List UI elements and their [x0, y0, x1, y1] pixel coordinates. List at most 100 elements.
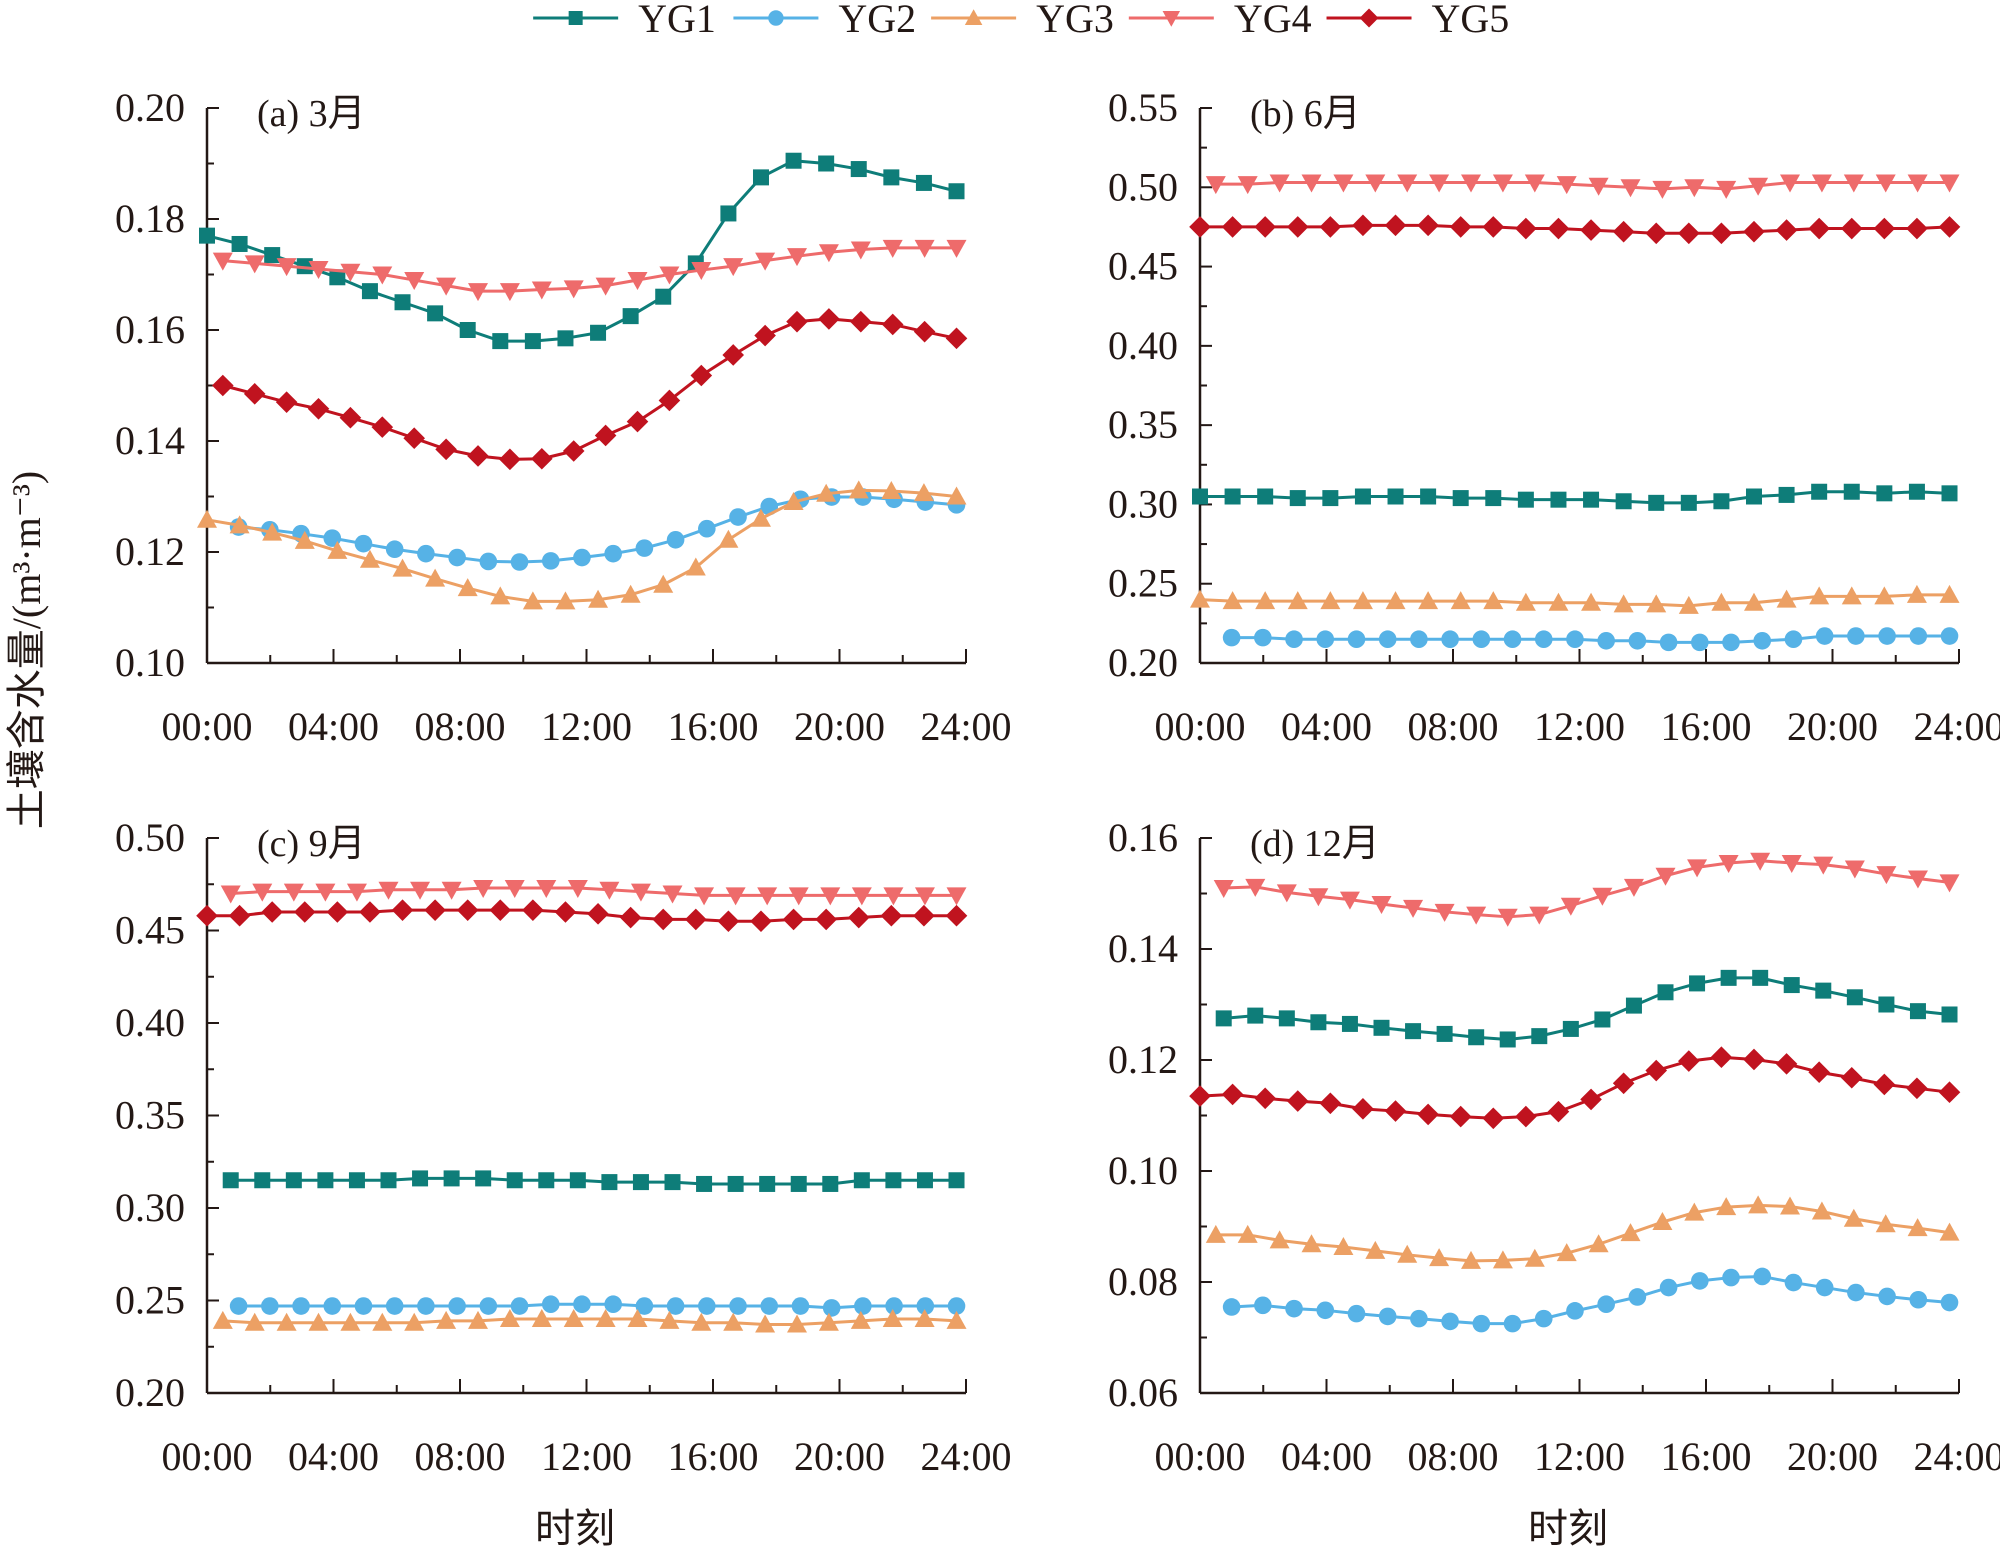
x-tick-label: 04:00 — [1281, 1434, 1372, 1479]
panel-title: (a) 3月 — [257, 93, 366, 135]
data-point — [1909, 627, 1928, 645]
data-point — [1847, 1283, 1865, 1302]
data-point — [1646, 594, 1667, 613]
data-point — [264, 247, 281, 264]
data-point — [916, 1297, 935, 1315]
data-point — [1405, 1023, 1422, 1040]
data-point — [1441, 630, 1459, 649]
data-point — [510, 553, 529, 571]
data-point — [1939, 874, 1960, 893]
data-point — [1745, 488, 1762, 505]
x-tick-label: 20:00 — [1787, 1434, 1878, 1479]
x-tick-label: 24:00 — [920, 704, 1011, 749]
data-point — [371, 416, 394, 438]
y-tick-label: 0.50 — [115, 815, 185, 860]
data-point — [883, 169, 900, 186]
data-point — [914, 887, 935, 906]
data-point — [1813, 856, 1834, 875]
data-point — [685, 908, 707, 931]
data-point — [1678, 595, 1699, 614]
y-tick-label: 0.25 — [115, 1278, 185, 1323]
data-point — [790, 1175, 807, 1192]
data-point — [1378, 1307, 1397, 1326]
data-point — [293, 901, 316, 923]
x-tick-label: 20:00 — [794, 704, 885, 749]
data-point — [1628, 1288, 1647, 1306]
y-tick-label: 0.08 — [1108, 1259, 1178, 1304]
x-tick-label: 16:00 — [667, 1434, 758, 1479]
x-tick-label: 00:00 — [1154, 704, 1245, 749]
data-point — [1908, 483, 1925, 500]
data-point — [392, 558, 413, 577]
data-point — [1534, 1309, 1553, 1328]
data-point — [850, 1310, 871, 1329]
series-yg2 — [1222, 627, 1959, 652]
data-point — [883, 887, 904, 906]
data-point — [1909, 1290, 1928, 1309]
data-point — [1222, 1298, 1241, 1316]
series-yg3 — [1205, 1195, 1960, 1269]
data-point — [1417, 214, 1439, 237]
y-tick-label: 0.14 — [115, 418, 185, 463]
data-point — [791, 1297, 810, 1315]
data-point — [946, 1310, 967, 1329]
data-point — [1784, 1273, 1803, 1292]
data-point — [1811, 1201, 1832, 1220]
data-point — [1716, 180, 1737, 199]
data-point — [1189, 216, 1211, 238]
data-point — [1441, 1312, 1459, 1331]
data-point — [1840, 217, 1863, 240]
data-point — [499, 448, 521, 471]
series-line — [207, 908, 957, 923]
data-point — [694, 887, 715, 906]
data-point — [1613, 594, 1634, 613]
data-point — [1781, 854, 1802, 873]
data-point — [403, 427, 426, 450]
legend-marker-triangle-up-icon — [964, 9, 983, 25]
legend-item-yg4: YG4 — [1128, 0, 1312, 41]
data-point — [1780, 1196, 1801, 1215]
data-point — [197, 509, 217, 528]
data-point — [664, 1174, 681, 1191]
x-tick-label: 12:00 — [541, 1434, 632, 1479]
data-point — [945, 327, 968, 350]
data-point — [658, 389, 681, 412]
data-point — [1718, 854, 1739, 873]
data-point — [538, 1172, 555, 1189]
data-point — [468, 283, 489, 302]
data-point — [915, 174, 932, 191]
series-yg3 — [1190, 584, 1960, 614]
data-point — [1748, 177, 1769, 196]
data-point — [1472, 1314, 1491, 1333]
data-point — [1503, 630, 1522, 649]
data-point — [573, 548, 591, 567]
data-point — [652, 908, 675, 931]
series-yg4 — [212, 239, 967, 302]
data-point — [1648, 494, 1665, 511]
data-point — [1341, 1015, 1358, 1032]
series-yg1 — [1215, 969, 1958, 1048]
data-point — [489, 899, 512, 921]
data-point — [1410, 1309, 1428, 1328]
data-point — [252, 883, 273, 902]
data-point — [1691, 633, 1709, 652]
data-point — [787, 248, 808, 267]
data-point — [948, 1172, 965, 1189]
data-point — [1907, 1218, 1928, 1237]
data-point — [1333, 174, 1354, 193]
data-point — [1322, 490, 1339, 507]
data-point — [531, 447, 553, 470]
x-tick-label: 16:00 — [667, 704, 758, 749]
data-point — [1815, 1278, 1834, 1297]
data-point — [1645, 222, 1668, 245]
y-tick-label: 0.20 — [115, 1370, 185, 1415]
data-point — [1940, 627, 1959, 645]
series-yg3 — [197, 480, 967, 610]
data-point — [729, 508, 747, 526]
data-point — [588, 589, 609, 608]
data-point — [417, 544, 435, 563]
legend-label: YG1 — [638, 0, 716, 41]
data-point — [1716, 1197, 1737, 1216]
data-point — [410, 881, 431, 900]
